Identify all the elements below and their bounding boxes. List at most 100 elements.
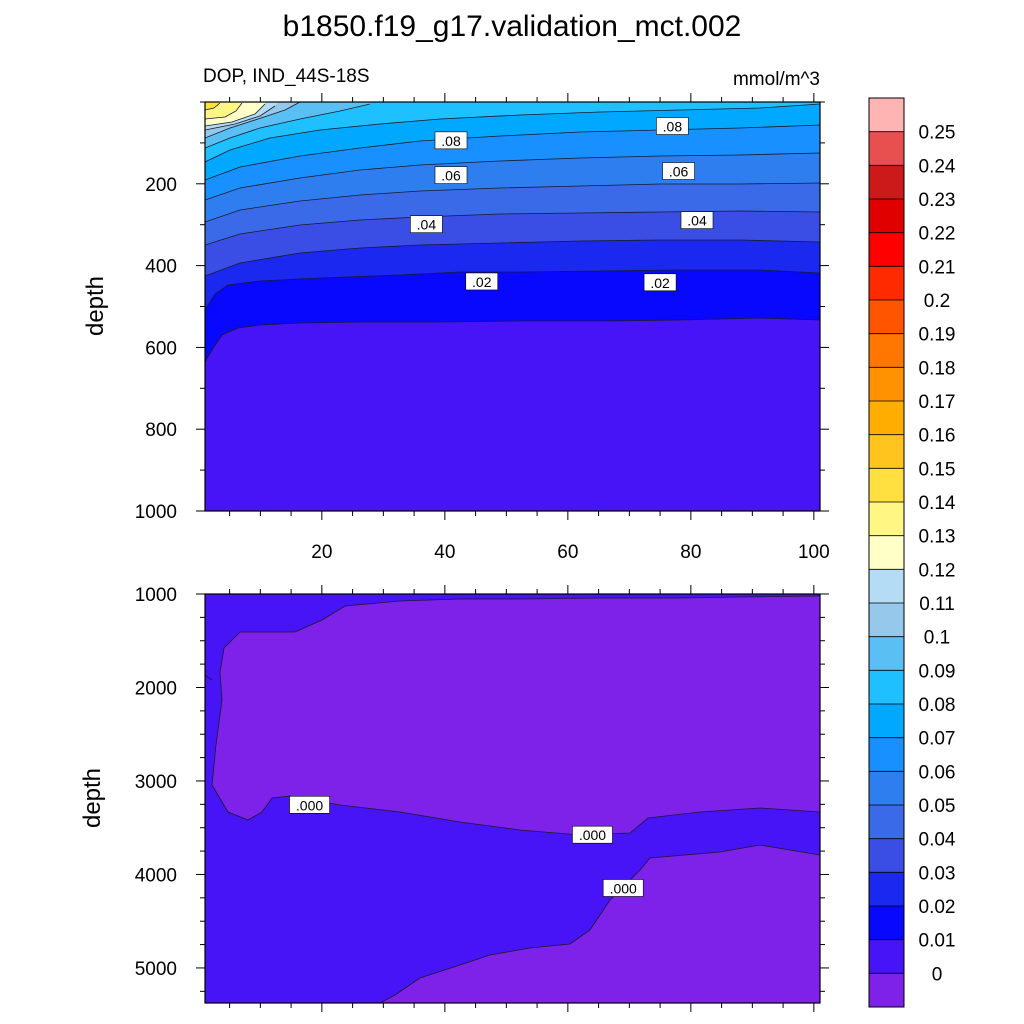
colorbar-label: 0.08 — [919, 695, 956, 716]
y-tick-label: 5000 — [135, 959, 177, 980]
colorbar-swatch — [869, 973, 904, 1008]
colorbar-swatch — [869, 502, 904, 537]
svg-text:.000: .000 — [610, 880, 637, 896]
y-tick-label: 600 — [145, 338, 177, 359]
colorbar-swatch — [869, 872, 904, 907]
contour-label: .000 — [572, 825, 613, 844]
colorbar-swatch — [869, 737, 904, 772]
colorbar-swatch — [869, 199, 904, 234]
colorbar-label: 0.19 — [919, 325, 956, 346]
colorbar-swatch — [869, 131, 904, 166]
colorbar-swatch — [869, 670, 904, 705]
contour-label: .000 — [289, 795, 330, 814]
contour-label: .04 — [680, 211, 714, 229]
colorbar-swatch — [869, 535, 904, 570]
colorbar: 0.25 0.24 0.23 0.22 0.21 0.2 0.19 0.18 0.17 0.16 0… — [868, 97, 956, 1008]
svg-text:.000: .000 — [296, 797, 323, 813]
svg-text:.02: .02 — [650, 275, 670, 291]
colorbar-label: 0.18 — [919, 358, 956, 379]
colorbar-swatch — [869, 98, 904, 133]
upper-contour-fill — [205, 102, 820, 511]
y-tick-label: 4000 — [135, 865, 177, 886]
lower-axes: 1000 2000 3000 4000 5000 — [135, 585, 829, 1012]
colorbar-label: 0.02 — [919, 897, 956, 918]
colorbar-label: 0.11 — [919, 594, 955, 615]
upper-y-axis-label: depth — [82, 276, 109, 336]
contour-label: .08 — [434, 131, 468, 150]
x-tick-label: 60 — [557, 542, 578, 563]
colorbar-swatch — [869, 569, 904, 604]
lower-contour-labels: .000 .000 .000 — [289, 795, 644, 897]
contour-label: .06 — [662, 162, 695, 180]
colorbar-label: 0.16 — [919, 426, 956, 447]
upper-left-label: DOP, IND_44S-18S — [203, 66, 370, 87]
colorbar-swatch — [869, 232, 904, 267]
colorbar-label: 0.13 — [919, 527, 956, 548]
colorbar-label: 0.07 — [919, 729, 956, 750]
contour-label: .000 — [602, 879, 644, 897]
colorbar-label: 0.04 — [919, 830, 956, 851]
colorbar-label: 0.09 — [919, 661, 956, 682]
upper-contour-labels: .08 .08 .06 .06 .04 .04 .02 .02 — [410, 117, 714, 292]
colorbar-swatch — [869, 266, 904, 301]
y-tick-label: 1000 — [135, 585, 177, 606]
colorbar-label: 0.1 — [924, 628, 950, 649]
contour-label: .04 — [410, 215, 443, 233]
svg-text:.06: .06 — [441, 168, 461, 184]
colorbar-swatch — [869, 906, 904, 941]
y-tick-label: 3000 — [135, 772, 177, 793]
colorbar-label: 0.21 — [919, 257, 956, 278]
colorbar-label: 0.06 — [919, 762, 956, 783]
colorbar-swatch — [869, 367, 904, 402]
x-tick-label: 20 — [311, 542, 332, 563]
colorbar-swatch — [869, 704, 904, 739]
lower-y-axis-label: depth — [79, 768, 106, 828]
y-tick-label: 200 — [145, 175, 177, 196]
colorbar-label: 0.22 — [919, 224, 956, 245]
colorbar-swatch — [869, 434, 904, 469]
lower-panel: 1000 2000 3000 4000 5000 .000 .000 .000 depth — [79, 585, 829, 1012]
colorbar-swatch — [869, 401, 904, 436]
svg-text:.000: .000 — [579, 827, 606, 843]
colorbar-label: 0.2 — [924, 291, 950, 312]
colorbar-swatch — [869, 838, 904, 873]
colorbar-label: 0.15 — [919, 459, 956, 480]
colorbar-label: 0.03 — [919, 863, 956, 884]
colorbar-label: 0.23 — [919, 190, 956, 211]
colorbar-label: 0.25 — [919, 123, 956, 144]
colorbar-label: 0.24 — [919, 156, 956, 177]
colorbar-swatch — [869, 468, 904, 503]
colorbar-label: 0 — [932, 964, 943, 985]
colorbar-swatch — [869, 771, 904, 806]
figure-title: b1850.f19_g17.validation_mct.002 — [283, 10, 742, 43]
svg-text:.08: .08 — [663, 119, 683, 135]
colorbar-label: 0.12 — [919, 560, 956, 581]
colorbar-label: 0.17 — [919, 392, 956, 413]
colorbar-label: 0.01 — [919, 931, 956, 952]
colorbar-swatch — [869, 165, 904, 200]
contour-label: .08 — [656, 117, 689, 135]
contour-label: .02 — [643, 273, 677, 292]
x-tick-label: 100 — [798, 542, 830, 563]
x-tick-label: 80 — [680, 542, 701, 563]
svg-text:.04: .04 — [687, 213, 707, 229]
upper-axes: 20 40 60 80 100 200 400 600 800 1000 — [135, 93, 830, 563]
svg-text:.06: .06 — [669, 164, 689, 180]
svg-text:.04: .04 — [417, 217, 437, 233]
y-tick-label: 1000 — [135, 502, 177, 523]
upper-panel: DOP, IND_44S-18S mmol/m^3 — [82, 66, 830, 563]
contour-label: .06 — [434, 166, 468, 184]
y-tick-label: 2000 — [135, 678, 177, 699]
colorbar-label: 0.05 — [919, 796, 956, 817]
colorbar-swatch — [869, 636, 904, 671]
colorbar-swatch — [869, 333, 904, 368]
colorbar-swatch — [869, 603, 904, 638]
svg-text:.08: .08 — [441, 133, 461, 149]
colorbar-swatch — [869, 805, 904, 840]
colorbar-swatch — [869, 300, 904, 335]
colorbar-label: 0.14 — [919, 493, 956, 514]
upper-right-label: mmol/m^3 — [733, 69, 820, 90]
colorbar-swatch — [869, 939, 904, 974]
x-tick-label: 40 — [434, 542, 455, 563]
y-tick-label: 800 — [145, 420, 177, 441]
